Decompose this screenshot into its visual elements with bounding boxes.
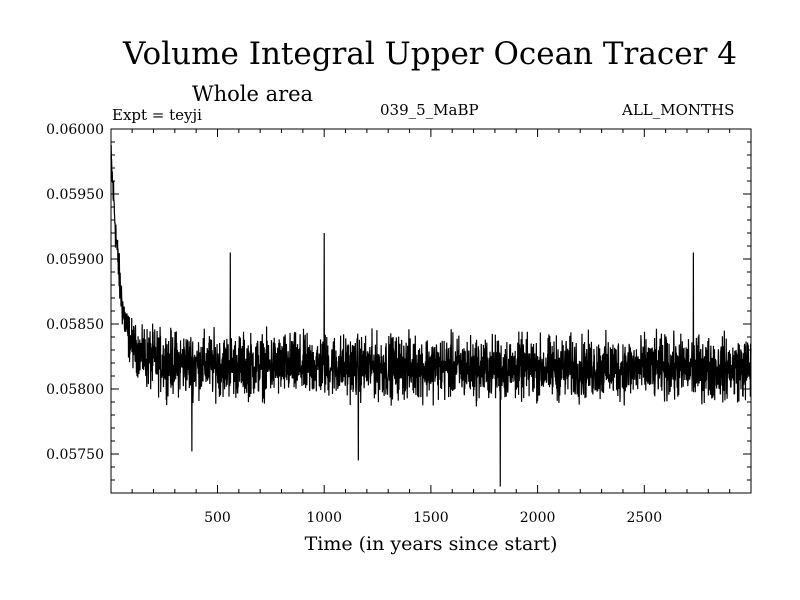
y-tick-label: 0.05900 (46, 252, 104, 268)
x-tick-label: 2000 (520, 510, 556, 526)
series-line (110, 145, 752, 487)
experiment-name: 039_5_MaBP (380, 101, 479, 119)
x-tick-label: 2500 (626, 510, 662, 526)
x-axis: 500 1000 1500 2000 2500 (131, 129, 731, 526)
y-tick-label: 0.05850 (46, 317, 104, 333)
chart-subtitle: Whole area (192, 82, 314, 106)
months-label: ALL_MONTHS (622, 101, 735, 119)
y-tick-label: 0.05750 (46, 447, 104, 463)
x-tick-label: 1000 (306, 510, 342, 526)
plot-frame (110, 128, 752, 494)
x-tick-label: 1500 (413, 510, 449, 526)
y-tick-label: 0.05950 (46, 187, 104, 203)
chart-title: Volume Integral Upper Ocean Tracer 4 (123, 36, 737, 72)
x-axis-label: Time (in years since start) (305, 533, 558, 555)
y-tick-label: 0.06000 (46, 122, 104, 138)
y-tick-label: 0.05800 (46, 382, 104, 398)
experiment-label: Expt = teyji (112, 106, 202, 124)
y-axis: 0.05750 0.05800 0.05850 0.05900 0.05950 0.060… (46, 122, 751, 494)
x-tick-label: 500 (204, 510, 231, 526)
